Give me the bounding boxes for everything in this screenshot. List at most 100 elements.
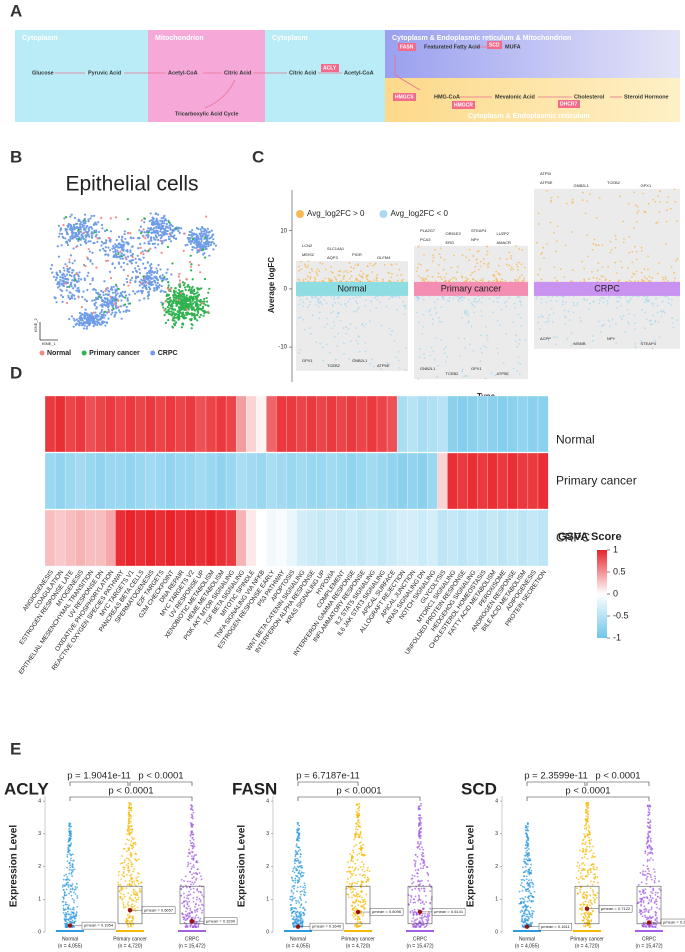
violin-point bbox=[64, 903, 67, 906]
tsne-point bbox=[187, 304, 190, 308]
gene-point bbox=[299, 316, 302, 319]
violin-point bbox=[296, 890, 298, 893]
violin-point bbox=[360, 836, 363, 839]
gene-point bbox=[328, 351, 331, 354]
violin-point bbox=[352, 872, 355, 875]
gene-point bbox=[505, 305, 508, 308]
violin-point bbox=[294, 849, 297, 852]
tsne-point bbox=[126, 280, 129, 284]
gene-point bbox=[615, 322, 617, 325]
tsne-point bbox=[59, 288, 62, 291]
tsne-point bbox=[189, 233, 193, 237]
tsne-point bbox=[198, 316, 201, 319]
tsne-point bbox=[191, 228, 194, 232]
violin-point bbox=[136, 880, 139, 883]
violin-point bbox=[194, 872, 197, 874]
tsne-point bbox=[206, 300, 209, 303]
legend-marker bbox=[296, 210, 304, 218]
gene-point bbox=[315, 296, 318, 299]
gene-point bbox=[348, 277, 351, 280]
group-label: Normal bbox=[290, 936, 306, 942]
gene-point bbox=[469, 274, 472, 277]
gene-point bbox=[388, 279, 390, 282]
gene-point bbox=[444, 346, 447, 349]
gene-point bbox=[615, 300, 618, 303]
gene-point bbox=[540, 278, 543, 281]
tsne-point bbox=[146, 229, 149, 232]
gene-point bbox=[520, 263, 523, 266]
tsne-point bbox=[138, 280, 141, 283]
gene-point bbox=[383, 263, 386, 266]
gene-point bbox=[556, 225, 559, 228]
gene-point bbox=[349, 323, 352, 326]
tsne-point bbox=[117, 235, 121, 238]
tsne-point bbox=[129, 249, 132, 252]
gene-point bbox=[646, 277, 648, 280]
violin-point bbox=[73, 925, 76, 928]
tsne-point bbox=[180, 292, 183, 295]
violin-point bbox=[201, 885, 203, 888]
tsne-point bbox=[58, 285, 61, 288]
tsne-point bbox=[151, 280, 154, 284]
violin-point bbox=[67, 840, 70, 843]
gene-point bbox=[645, 297, 648, 300]
violin-point bbox=[297, 900, 299, 903]
violin-point bbox=[294, 912, 297, 915]
tsne-point bbox=[144, 281, 147, 284]
violin-point bbox=[195, 879, 197, 881]
gene-point bbox=[499, 324, 502, 326]
p-value: p = 1.9041e-11 bbox=[67, 771, 130, 782]
tsne-point bbox=[177, 288, 181, 292]
tsne-point bbox=[170, 310, 173, 313]
heatmap-cell bbox=[346, 509, 358, 567]
tsne-point bbox=[83, 231, 86, 234]
tsne-point bbox=[146, 281, 149, 284]
tsne-point bbox=[88, 319, 91, 322]
gene-point bbox=[345, 326, 347, 329]
violin-point bbox=[361, 914, 364, 917]
tsne-point bbox=[144, 237, 147, 240]
gene-point bbox=[345, 332, 348, 335]
tsne-point bbox=[130, 276, 134, 279]
violin-point bbox=[188, 913, 191, 915]
gene-point bbox=[398, 367, 401, 369]
gene-point bbox=[297, 316, 300, 319]
tsne-point bbox=[167, 235, 171, 238]
bracket bbox=[69, 796, 193, 801]
gene-point bbox=[505, 258, 508, 260]
tsne-point bbox=[72, 231, 75, 234]
violin-point bbox=[428, 883, 431, 886]
tsne-point bbox=[183, 317, 186, 320]
tsne-point bbox=[97, 318, 100, 322]
violin-point bbox=[128, 821, 130, 824]
gene-point bbox=[309, 275, 312, 278]
tsne-point bbox=[140, 231, 143, 235]
tsne-point bbox=[111, 311, 114, 314]
legend-label: Avg_log2FC > 0 bbox=[307, 209, 365, 218]
gene-point bbox=[358, 280, 361, 283]
tsne-point bbox=[167, 289, 171, 293]
violin-point bbox=[130, 894, 133, 896]
violin-point bbox=[72, 916, 75, 918]
violin-point bbox=[360, 851, 363, 854]
gene-point bbox=[492, 300, 495, 303]
tsne-point bbox=[103, 303, 106, 307]
violin-point bbox=[202, 896, 205, 898]
gene-point bbox=[517, 268, 520, 271]
violin-point bbox=[293, 887, 296, 890]
tsne-point bbox=[104, 301, 107, 304]
violin-point bbox=[360, 881, 363, 884]
gene-point bbox=[467, 299, 470, 301]
gene-point bbox=[422, 277, 425, 280]
tsne-point bbox=[199, 313, 202, 316]
violin-point bbox=[180, 887, 183, 890]
y-axis-label: Expression Level bbox=[237, 825, 248, 907]
violin-point bbox=[131, 916, 134, 919]
gene-point bbox=[487, 262, 490, 265]
violin-point bbox=[131, 865, 133, 868]
tsne-point bbox=[69, 283, 73, 286]
heatmap-cell bbox=[376, 509, 388, 567]
tsne-point bbox=[138, 284, 141, 287]
violin-point bbox=[349, 886, 352, 889]
gene-point bbox=[453, 276, 456, 279]
